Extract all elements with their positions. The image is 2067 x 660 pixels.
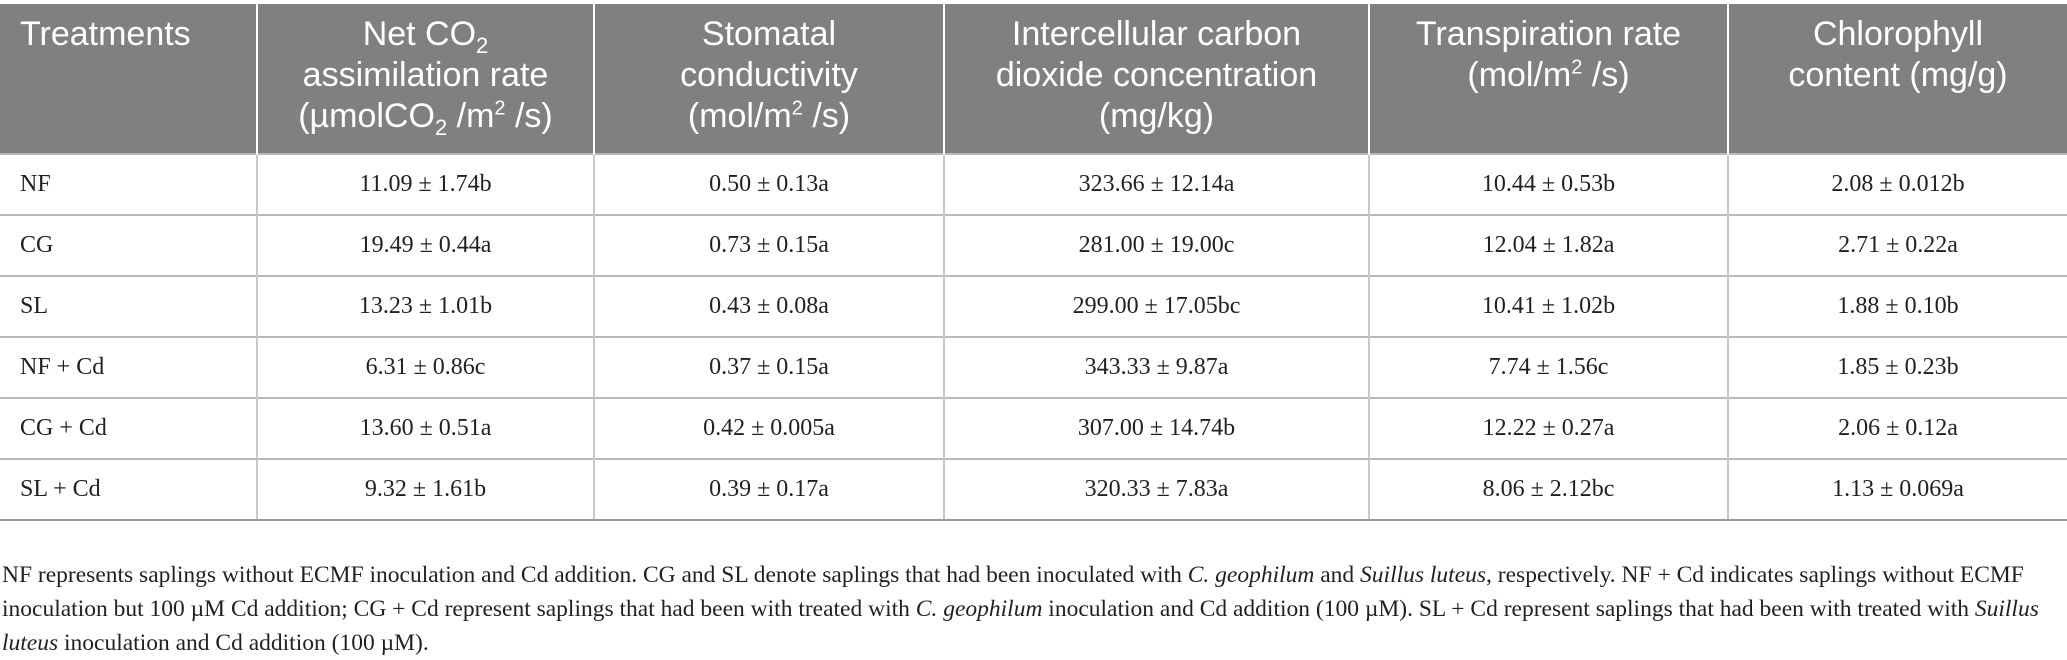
header-stomatal-conductivity: Stomatal conductivity (mol/m2 /s) (593, 4, 944, 154)
cell-transpiration: 10.44 ± 0.53b (1368, 153, 1728, 215)
cell-treatment: SL + Cd (0, 458, 257, 521)
header-net-co2-assimilation-rate: Net CO2 assimilation rate (µmolCO2 /m2 /… (256, 4, 594, 154)
header-superscript: 2 (1571, 56, 1583, 79)
cell-transpiration: 8.06 ± 2.12bc (1368, 458, 1728, 521)
cell-stomatal: 0.39 ± 0.17a (593, 458, 944, 521)
cell-treatment: NF + Cd (0, 336, 257, 398)
cell-transpiration: 12.04 ± 1.82a (1368, 214, 1728, 276)
footnote-text: inoculation and Cd addition (100 µM). SL… (1042, 595, 1975, 622)
table-row: NF 11.09 ± 1.74b 0.50 ± 0.13a 323.66 ± 1… (0, 153, 2067, 215)
header-text: /m (447, 97, 495, 135)
cell-intercellular: 343.33 ± 9.87a (943, 336, 1369, 398)
header-text: (mol/m (687, 97, 792, 135)
header-intercellular-co2-concentration: Intercellular carbon dioxide concentrati… (943, 4, 1369, 154)
footnote-text: and (1314, 561, 1361, 588)
cell-transpiration: 12.22 ± 0.27a (1368, 397, 1728, 459)
table-row: SL 13.23 ± 1.01b 0.43 ± 0.08a 299.00 ± 1… (0, 275, 2067, 337)
header-text: (mol/m (1467, 56, 1572, 94)
header-line: Transpiration rate (1415, 15, 1682, 53)
cell-treatment: NF (0, 153, 257, 215)
cell-intercellular: 307.00 ± 14.74b (943, 397, 1369, 459)
footnote-text: NF represents saplings without ECMF inoc… (2, 561, 1188, 588)
header-line: Stomatal (701, 15, 837, 53)
table-row: SL + Cd 9.32 ± 1.61b 0.39 ± 0.17a 320.33… (0, 458, 2067, 521)
header-superscript: 2 (791, 97, 803, 120)
cell-net-co2: 6.31 ± 0.86c (256, 336, 594, 398)
footnote-species-name: Suillus luteus (1360, 561, 1487, 588)
cell-intercellular: 281.00 ± 19.00c (943, 214, 1369, 276)
table-row: CG + Cd 13.60 ± 0.51a 0.42 ± 0.005a 307.… (0, 397, 2067, 459)
header-line: content (mg/g) (1788, 56, 2008, 94)
cell-net-co2: 13.23 ± 1.01b (256, 275, 594, 337)
table-row: CG 19.49 ± 0.44a 0.73 ± 0.15a 281.00 ± 1… (0, 214, 2067, 276)
header-line: Chlorophyll (1812, 15, 1984, 53)
header-line: (mol/m2 /s) (1378, 55, 1719, 96)
cell-chlorophyll: 1.88 ± 0.10b (1727, 275, 2067, 337)
cell-stomatal: 0.37 ± 0.15a (593, 336, 944, 398)
cell-treatment: CG (0, 214, 257, 276)
cell-treatment: SL (0, 275, 257, 337)
header-chlorophyll-content: Chlorophyll content (mg/g) (1727, 4, 2067, 154)
header-text: Net CO (362, 15, 477, 53)
header-line: conductivity (680, 56, 858, 94)
header-line: (µmolCO2 /m2 /s) (266, 96, 585, 140)
cell-intercellular: 323.66 ± 12.14a (943, 153, 1369, 215)
table-body: NF 11.09 ± 1.74b 0.50 ± 0.13a 323.66 ± 1… (0, 153, 2067, 521)
header-text: (µmolCO (298, 97, 435, 135)
cell-stomatal: 0.43 ± 0.08a (593, 275, 944, 337)
cell-chlorophyll: 2.06 ± 0.12a (1727, 397, 2067, 459)
header-text: /s) (505, 97, 553, 135)
header-subscript: 2 (476, 32, 489, 58)
cell-net-co2: 9.32 ± 1.61b (256, 458, 594, 521)
cell-transpiration: 7.74 ± 1.56c (1368, 336, 1728, 398)
header-line: (mol/m2 /s) (603, 96, 935, 137)
footnote-species-name: C. geophilum (915, 595, 1043, 622)
cell-chlorophyll: 2.71 ± 0.22a (1727, 214, 2067, 276)
cell-treatment: CG + Cd (0, 397, 257, 459)
cell-transpiration: 10.41 ± 1.02b (1368, 275, 1728, 337)
cell-intercellular: 299.00 ± 17.05bc (943, 275, 1369, 337)
data-table: Treatments Net CO2 assimilation rate (µm… (0, 4, 2067, 521)
header-transpiration-rate: Transpiration rate (mol/m2 /s) (1368, 4, 1728, 154)
cell-chlorophyll: 1.13 ± 0.069a (1727, 458, 2067, 521)
cell-chlorophyll: 1.85 ± 0.23b (1727, 336, 2067, 398)
table-row: NF + Cd 6.31 ± 0.86c 0.37 ± 0.15a 343.33… (0, 336, 2067, 398)
cell-net-co2: 11.09 ± 1.74b (256, 153, 594, 215)
footnote-species-name: Suillus luteus (2, 595, 2039, 656)
footnote-text: , respectively. NF + Cd indicates saplin… (2, 561, 2024, 622)
header-line: assimilation rate (302, 56, 549, 94)
cell-stomatal: 0.50 ± 0.13a (593, 153, 944, 215)
header-treatments: Treatments (0, 4, 257, 154)
cell-net-co2: 13.60 ± 0.51a (256, 397, 594, 459)
footnote-text: inoculation and Cd addition (100 µM). (58, 629, 429, 656)
header-line: Net CO2 (266, 14, 585, 58)
cell-chlorophyll: 2.08 ± 0.012b (1727, 153, 2067, 215)
header-line: Intercellular carbon (1011, 15, 1302, 53)
cell-stomatal: 0.73 ± 0.15a (593, 214, 944, 276)
header-superscript: 2 (494, 97, 506, 120)
header-line: (mg/kg) (1098, 97, 1215, 135)
header-row: Treatments Net CO2 assimilation rate (µm… (0, 4, 2067, 154)
cell-stomatal: 0.42 ± 0.005a (593, 397, 944, 459)
table-footnote: NF represents saplings without ECMF inoc… (2, 558, 2064, 660)
header-subscript: 2 (434, 114, 448, 140)
header-text: /s) (1582, 56, 1630, 94)
header-treatments-label: Treatments (20, 15, 191, 53)
cell-net-co2: 19.49 ± 0.44a (256, 214, 594, 276)
header-line: dioxide concentration (995, 56, 1318, 94)
header-text: /s) (802, 97, 851, 135)
cell-intercellular: 320.33 ± 7.83a (943, 458, 1369, 521)
footnote-species-name: C. geophilum (1187, 561, 1315, 588)
table-header: Treatments Net CO2 assimilation rate (µm… (0, 4, 2067, 154)
